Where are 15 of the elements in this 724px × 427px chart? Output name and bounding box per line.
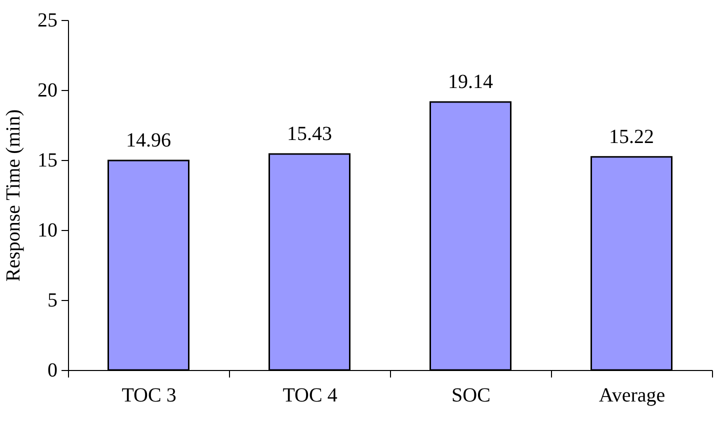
y-tick-label: 0 <box>48 360 58 382</box>
y-axis-title: Response Time (min) <box>2 109 24 282</box>
y-tick-label: 25 <box>38 10 58 32</box>
data-label: 14.96 <box>126 130 171 152</box>
y-tick-label: 15 <box>38 150 58 172</box>
data-label: 15.43 <box>287 122 332 145</box>
x-tick-label: TOC 3 <box>122 384 176 406</box>
x-tick-label: SOC <box>452 384 490 406</box>
data-label: 19.14 <box>448 71 493 94</box>
x-tick-label: TOC 4 <box>282 384 338 406</box>
y-tick-label: 20 <box>38 80 58 102</box>
data-label: 15.22 <box>609 126 654 148</box>
y-tick-label: 5 <box>48 290 58 312</box>
y-tick-label: 10 <box>38 220 58 242</box>
x-tick-label: Average <box>598 384 666 406</box>
